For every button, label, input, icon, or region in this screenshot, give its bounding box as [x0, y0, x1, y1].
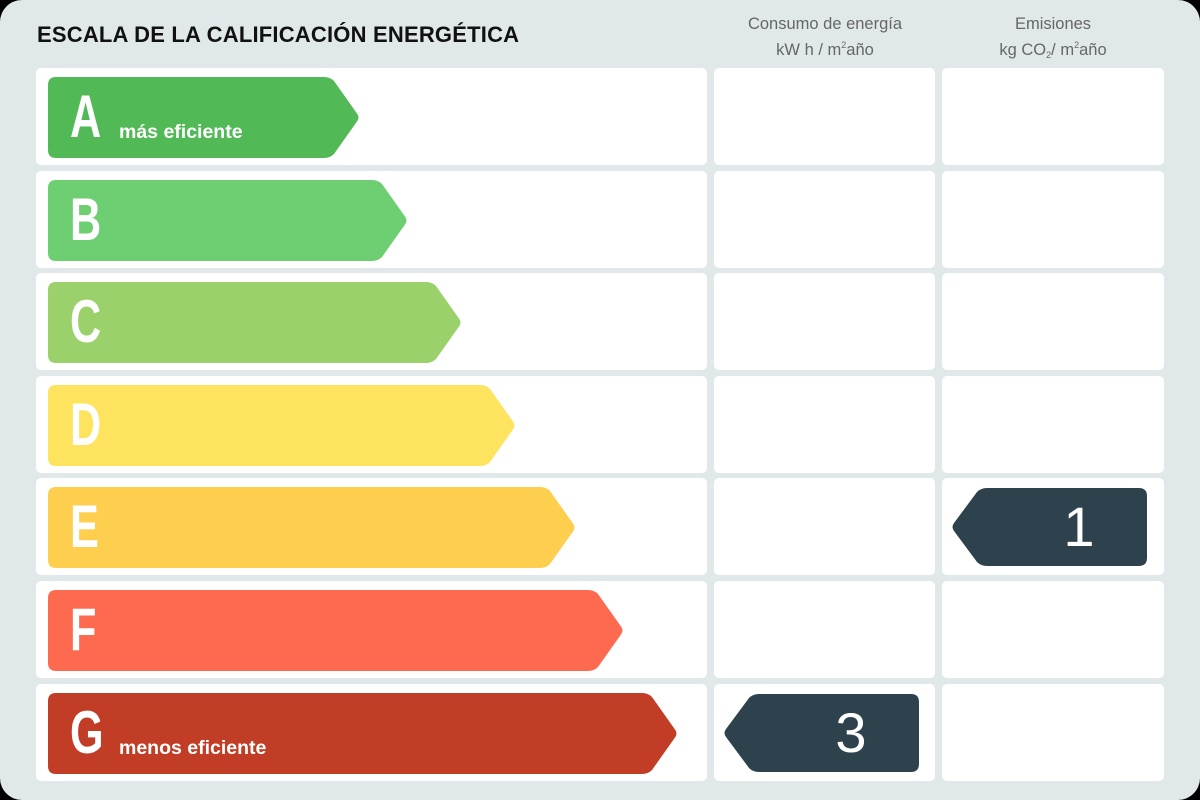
column-header-emisiones-unit: kg CO2/ m2año	[999, 40, 1107, 60]
rating-arrow-g: G menos eficiente	[48, 693, 678, 774]
rating-letter: B	[70, 186, 102, 253]
emisiones-indicator-value: 1	[1063, 495, 1095, 558]
page-title: ESCALA DE LA CALIFICACIÓN ENERGÉTICA	[37, 22, 520, 47]
rating-sublabel: menos eficiente	[119, 737, 267, 759]
consumo-cell-e	[714, 478, 935, 575]
column-header-consumo-line1: Consumo de energía	[747, 15, 903, 33]
rating-row-e: E	[36, 478, 707, 575]
rating-letter: C	[70, 288, 102, 355]
consumo-indicator-badge: 3	[723, 694, 919, 772]
rating-letter: D	[70, 391, 102, 458]
rating-sublabel: más eficiente	[119, 121, 243, 143]
rating-row-f: F	[36, 581, 707, 678]
rating-letter: E	[70, 493, 99, 560]
consumo-cell-c	[714, 273, 935, 370]
consumo-cell-b	[714, 171, 935, 268]
rating-row-b: B	[36, 171, 707, 268]
rating-arrow-d: D	[48, 385, 516, 466]
emisiones-cell-d	[942, 376, 1164, 473]
consumo-cell-g: 3	[714, 684, 935, 781]
consumo-cell-f	[714, 581, 935, 678]
rating-row-a: A más eficiente	[36, 68, 707, 165]
rating-row-g: G menos eficiente	[36, 684, 707, 781]
emisiones-cell-g	[942, 684, 1164, 781]
column-header-consumo-unit: kW h / m2año	[776, 40, 874, 59]
rating-row-d: D	[36, 376, 707, 473]
rating-arrow-b: B	[48, 180, 408, 261]
column-header-emisiones: Emisiones kg CO2/ m2año	[942, 14, 1164, 66]
rating-arrow-f: F	[48, 590, 624, 671]
consumo-cell-a	[714, 68, 935, 165]
consumo-indicator-value: 3	[835, 701, 867, 764]
emisiones-indicator-badge: 1	[951, 488, 1147, 566]
rating-arrow-e: E	[48, 487, 576, 568]
rating-arrow-c: C	[48, 282, 462, 363]
consumo-cell-d	[714, 376, 935, 473]
column-header-consumo: Consumo de energía kW h / m2año	[714, 14, 936, 61]
emisiones-cell-b	[942, 171, 1164, 268]
rating-letter: G	[70, 699, 104, 766]
rating-letter: A	[70, 83, 102, 150]
emisiones-cell-f	[942, 581, 1164, 678]
rating-arrow-a: A más eficiente	[48, 77, 360, 158]
emisiones-cell-e: 1	[942, 478, 1164, 575]
rating-letter: F	[70, 596, 97, 663]
rating-row-c: C	[36, 273, 707, 370]
column-header-emisiones-line1: Emisiones	[1014, 15, 1092, 33]
emisiones-cell-a	[942, 68, 1164, 165]
emisiones-cell-c	[942, 273, 1164, 370]
